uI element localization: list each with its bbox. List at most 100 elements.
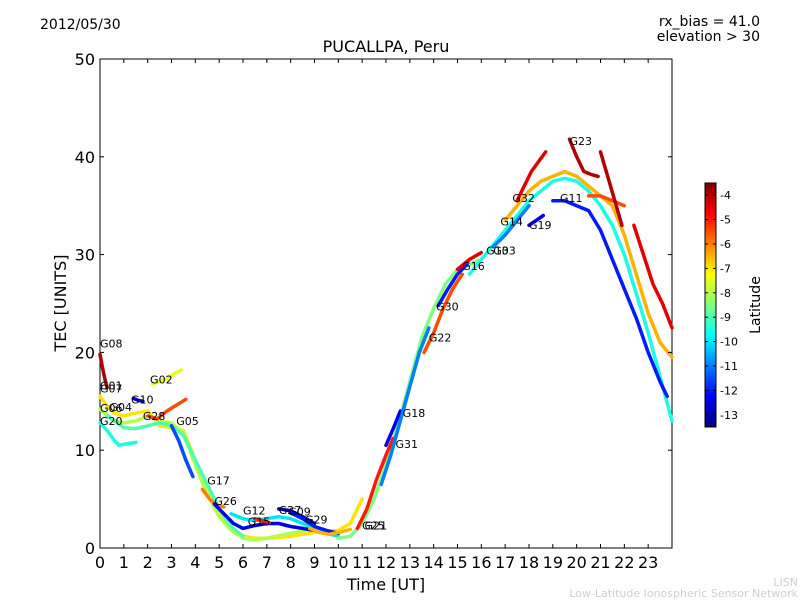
satellite-label-G07: G07 — [100, 382, 123, 395]
satellite-label-G13: G13 — [486, 245, 509, 258]
x-tick-label: 8 — [286, 553, 296, 572]
series-line-G21 — [336, 257, 484, 540]
satellite-label-G19: G19 — [529, 219, 552, 232]
x-tick-label: 15 — [447, 553, 467, 572]
x-tick-label: 3 — [166, 553, 176, 572]
elevation-label: elevation > 30 — [656, 29, 760, 45]
series-line-G31 — [379, 326, 431, 487]
x-tick-label: 18 — [519, 553, 539, 572]
series-line-G10 — [131, 396, 145, 404]
series-line-G13 — [467, 176, 674, 423]
satellite-label-G10: G10 — [131, 393, 154, 406]
x-tick-label: 19 — [543, 553, 563, 572]
series-line-G22 — [422, 272, 465, 355]
satellite-label-G16: G16 — [462, 260, 485, 273]
satellite-label-G03: G03 — [493, 245, 516, 258]
satellite-label-G30: G30 — [436, 300, 459, 313]
y-tick-label: 0 — [85, 539, 95, 558]
series-line-G24 — [598, 150, 624, 228]
y-tick-label: 20 — [75, 343, 95, 362]
y-tick-label: 50 — [75, 50, 95, 69]
satellite-label-G05: G05 — [176, 415, 199, 428]
satellite-label-G17: G17 — [207, 474, 230, 487]
footer-lisn: LISN — [773, 576, 798, 589]
series-line-G32 — [515, 150, 548, 203]
y-axis-label: TEC [UNITS] — [51, 255, 70, 353]
series-line-G26b — [632, 223, 674, 330]
x-tick-label: 11 — [352, 553, 372, 572]
satellite-label-G04: G04 — [110, 401, 133, 414]
series-line-G01 — [98, 394, 364, 540]
plot-area: 0 1 2 3 4 5 6 7 8 9 10 11 12 13 14 15 16 17 18 19 20 21 22 2301… — [75, 50, 674, 572]
x-tick-label: 2 — [143, 553, 153, 572]
satellite-label-G15: G15 — [248, 516, 271, 529]
satellite-label-G01: G01 — [100, 380, 123, 393]
series-line-G30 — [436, 262, 469, 308]
latitude-colorbar: -4 -5 -6 -7 -8 -9 -10 -11 -12 -13 — [704, 182, 738, 428]
satellite-label-G02: G02 — [150, 374, 173, 387]
colorbar-tick-label: -8 — [720, 287, 731, 300]
series-line-G06 — [586, 194, 627, 208]
x-tick-label: 13 — [400, 553, 420, 572]
colorbar-tick-label: -5 — [720, 214, 731, 227]
colorbar-tick-label: -11 — [720, 360, 738, 373]
satellite-label-G21: G21 — [365, 519, 388, 532]
series-line-G26 — [212, 502, 317, 533]
chart-title: PUCALLPA, Peru — [322, 37, 450, 56]
satellite-label-G08: G08 — [100, 338, 123, 351]
series-line-G25 — [355, 436, 395, 531]
series-line-G03 — [491, 203, 531, 249]
colorbar-gradient — [704, 182, 717, 428]
series-line-G23 — [567, 137, 600, 179]
satellite-label-G12: G12 — [243, 505, 266, 518]
satellite-label-G11: G11 — [560, 192, 583, 205]
colorbar-tick-label: -4 — [720, 189, 731, 202]
satellite-label-G31: G31 — [396, 438, 419, 451]
x-tick-label: 4 — [190, 553, 200, 572]
series-line-G08 — [98, 352, 109, 390]
y-tick-label: 40 — [75, 148, 95, 167]
x-tick-label: 0 — [95, 553, 105, 572]
series-line-G27 — [277, 507, 317, 526]
satellite-label-G25: G25 — [362, 519, 385, 532]
colorbar-tick-label: -6 — [720, 238, 731, 251]
x-tick-label: 6 — [238, 553, 248, 572]
satellite-label-G20: G20 — [100, 415, 123, 428]
series-line-G17 — [200, 487, 226, 509]
colorbar-tick-label: -10 — [720, 336, 738, 349]
series-line-G18 — [384, 409, 403, 448]
series-line-G09 — [288, 511, 341, 536]
x-tick-label: 17 — [495, 553, 515, 572]
colorbar-tick-label: -13 — [720, 409, 738, 422]
footer-network: Low-Latitude Ionospheric Sensor Network — [569, 587, 798, 600]
colorbar-tick-label: -7 — [720, 262, 731, 275]
x-tick-label: 5 — [214, 553, 224, 572]
series-line-G19 — [527, 213, 546, 228]
x-tick-label: 22 — [614, 553, 634, 572]
x-tick-label: 20 — [566, 553, 586, 572]
satellite-label-G26: G26 — [214, 495, 237, 508]
colorbar-tick-label: -12 — [720, 384, 738, 397]
x-tick-label: 10 — [328, 553, 348, 572]
satellite-label-G22: G22 — [429, 332, 452, 345]
x-axis-label: Time [UT] — [346, 575, 425, 594]
x-tick-label: 12 — [376, 553, 396, 572]
series-line-G29 — [307, 526, 353, 537]
date-label: 2012/05/30 — [40, 17, 121, 33]
rx-bias-label: rx_bias = 41.0 — [658, 14, 760, 30]
series-line-G11 — [551, 199, 669, 399]
series-line-G14 — [503, 169, 674, 360]
satellite-label-G27: G27 — [279, 504, 302, 517]
x-tick-label: 9 — [309, 553, 319, 572]
satellite-label-G06: G06 — [100, 402, 123, 415]
satellite-label-G23: G23 — [570, 135, 593, 148]
series-line-G07 — [98, 407, 341, 542]
y-tick-label: 30 — [75, 246, 95, 265]
colorbar-label: Latitude — [748, 276, 764, 334]
x-tick-label: 23 — [638, 553, 658, 572]
satellite-label-G09: G09 — [288, 506, 311, 519]
satellite-label-G28: G28 — [143, 410, 166, 423]
y-tick-label: 10 — [75, 441, 95, 460]
colorbar-tick-label: -9 — [720, 311, 731, 324]
